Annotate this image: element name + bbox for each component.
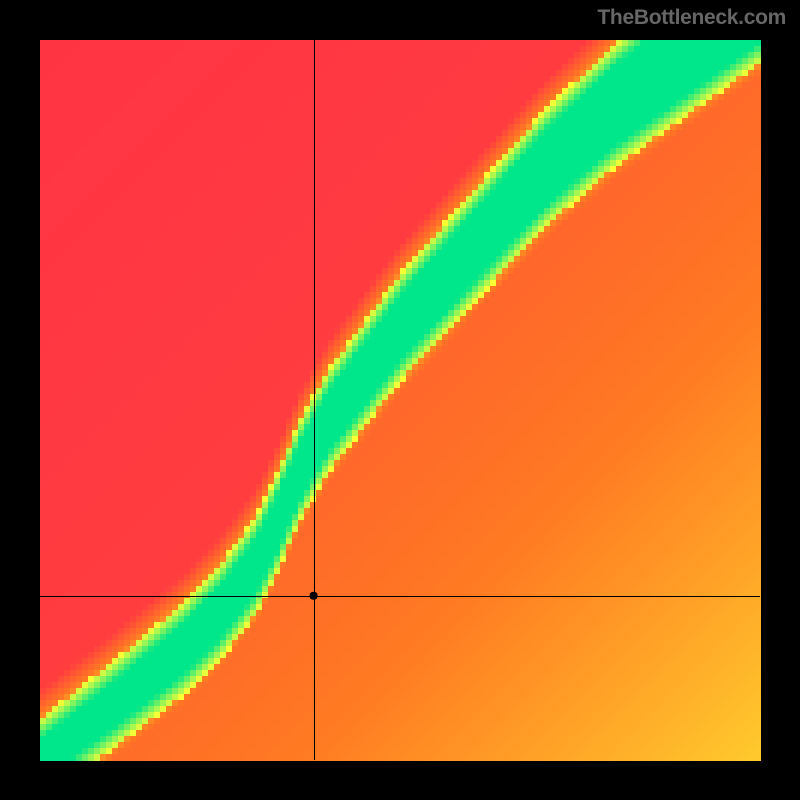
chart-container: TheBottleneck.com <box>0 0 800 800</box>
watermark: TheBottleneck.com <box>597 6 786 30</box>
bottleneck-heatmap-canvas <box>0 0 800 800</box>
